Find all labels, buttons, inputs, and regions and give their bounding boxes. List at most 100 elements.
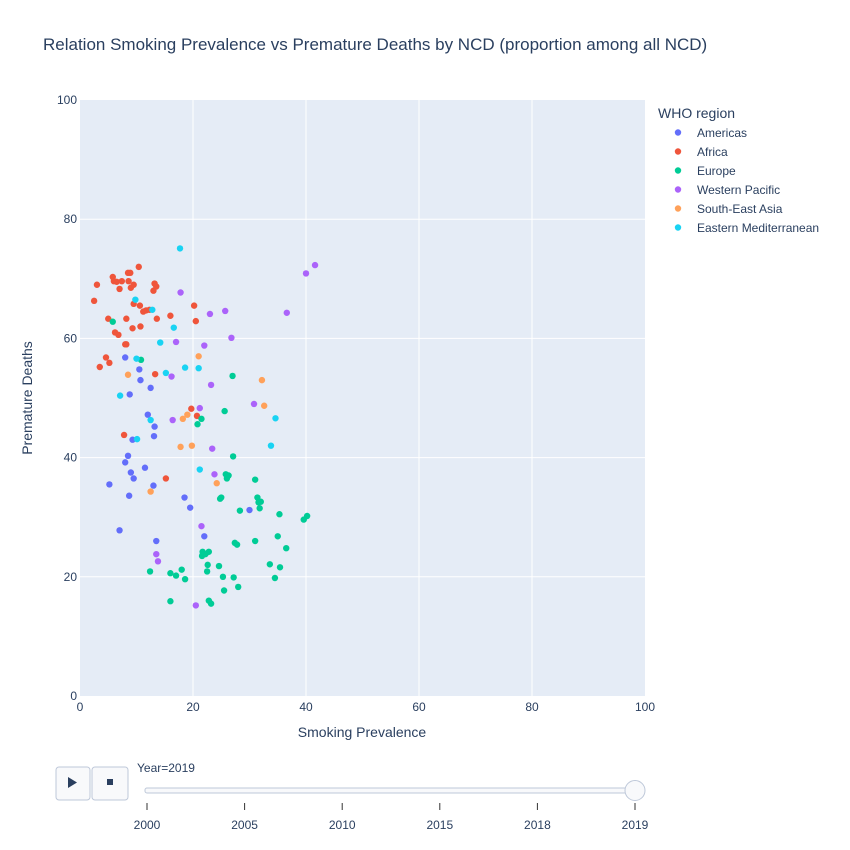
data-point[interactable]: [153, 537, 160, 545]
data-point[interactable]: [222, 307, 229, 315]
data-point[interactable]: [272, 415, 279, 422]
data-point[interactable]: [126, 391, 133, 398]
data-point[interactable]: [194, 421, 201, 428]
data-point[interactable]: [311, 261, 319, 269]
data-point[interactable]: [209, 445, 216, 452]
data-point[interactable]: [218, 494, 225, 501]
data-point[interactable]: [123, 315, 130, 322]
data-point[interactable]: [251, 537, 259, 545]
data-point[interactable]: [151, 423, 158, 430]
data-point[interactable]: [176, 245, 184, 252]
data-point[interactable]: [196, 466, 203, 473]
data-point[interactable]: [172, 572, 180, 579]
data-point[interactable]: [168, 373, 175, 380]
data-point[interactable]: [177, 443, 184, 451]
data-point[interactable]: [250, 400, 258, 408]
data-point[interactable]: [130, 475, 137, 482]
data-point[interactable]: [129, 325, 136, 332]
data-point[interactable]: [136, 366, 143, 373]
data-point[interactable]: [195, 353, 202, 360]
stop-button[interactable]: [91, 766, 129, 801]
legend-item[interactable]: South-East Asia: [674, 202, 783, 216]
data-point[interactable]: [229, 453, 237, 460]
data-point[interactable]: [181, 575, 189, 583]
data-point[interactable]: [153, 283, 160, 290]
data-point[interactable]: [115, 331, 122, 339]
data-point[interactable]: [137, 323, 144, 330]
data-point[interactable]: [135, 263, 142, 271]
data-point[interactable]: [153, 550, 160, 558]
data-point[interactable]: [133, 435, 141, 443]
data-point[interactable]: [157, 339, 164, 346]
data-point[interactable]: [195, 365, 202, 372]
slider-step-label[interactable]: 2015: [426, 818, 453, 832]
data-point[interactable]: [167, 598, 174, 605]
data-point[interactable]: [113, 278, 120, 285]
data-point[interactable]: [144, 411, 151, 418]
data-point[interactable]: [235, 583, 242, 591]
data-point[interactable]: [130, 281, 137, 288]
data-point[interactable]: [127, 269, 134, 277]
data-point[interactable]: [106, 481, 113, 488]
data-point[interactable]: [229, 372, 236, 380]
data-point[interactable]: [190, 302, 198, 309]
data-point[interactable]: [236, 507, 244, 514]
slider-rail[interactable]: [144, 787, 636, 794]
slider-step-label[interactable]: 2019: [622, 818, 649, 832]
legend-item[interactable]: Eastern Mediterranean: [674, 221, 819, 235]
data-point[interactable]: [204, 561, 211, 569]
data-point[interactable]: [147, 416, 154, 424]
data-point[interactable]: [127, 469, 135, 476]
data-point[interactable]: [283, 309, 290, 316]
data-point[interactable]: [125, 277, 132, 285]
data-point[interactable]: [228, 334, 235, 342]
data-point[interactable]: [169, 416, 176, 424]
data-point[interactable]: [133, 355, 140, 362]
data-point[interactable]: [205, 548, 213, 555]
legend-item[interactable]: Western Pacific: [674, 183, 780, 197]
data-point[interactable]: [102, 354, 110, 361]
data-point[interactable]: [162, 475, 170, 482]
data-point[interactable]: [267, 442, 275, 449]
data-point[interactable]: [132, 296, 139, 303]
data-point[interactable]: [90, 297, 98, 305]
data-point[interactable]: [106, 359, 113, 367]
slider-handle[interactable]: [624, 780, 646, 801]
data-point[interactable]: [260, 402, 268, 409]
data-point[interactable]: [124, 371, 132, 378]
legend-item[interactable]: Americas: [674, 126, 747, 140]
data-point[interactable]: [147, 488, 154, 495]
data-point[interactable]: [151, 370, 159, 378]
data-point[interactable]: [105, 315, 112, 322]
legend-item[interactable]: Europe: [674, 164, 736, 178]
data-point[interactable]: [137, 376, 144, 384]
data-point[interactable]: [303, 512, 311, 520]
data-point[interactable]: [256, 505, 263, 512]
data-point[interactable]: [109, 318, 116, 325]
legend-item[interactable]: Africa: [674, 145, 728, 159]
data-point[interactable]: [206, 310, 214, 318]
data-point[interactable]: [179, 415, 187, 423]
data-point[interactable]: [120, 431, 128, 439]
data-point[interactable]: [188, 442, 196, 449]
data-point[interactable]: [211, 471, 218, 478]
data-point[interactable]: [230, 574, 237, 581]
data-point[interactable]: [188, 405, 195, 412]
data-point[interactable]: [186, 504, 194, 511]
data-point[interactable]: [274, 533, 281, 540]
slider-step-label[interactable]: 2005: [231, 818, 258, 832]
data-point[interactable]: [170, 324, 177, 331]
data-point[interactable]: [149, 306, 156, 313]
data-point[interactable]: [201, 342, 208, 349]
data-point[interactable]: [184, 411, 191, 418]
data-point[interactable]: [116, 392, 124, 399]
data-point[interactable]: [276, 564, 284, 571]
data-point[interactable]: [162, 369, 170, 377]
play-button[interactable]: [55, 766, 91, 801]
data-point[interactable]: [93, 281, 101, 288]
data-point[interactable]: [201, 533, 208, 540]
data-point[interactable]: [221, 407, 228, 415]
data-point[interactable]: [122, 459, 129, 466]
data-point[interactable]: [246, 506, 253, 514]
data-point[interactable]: [219, 573, 227, 580]
